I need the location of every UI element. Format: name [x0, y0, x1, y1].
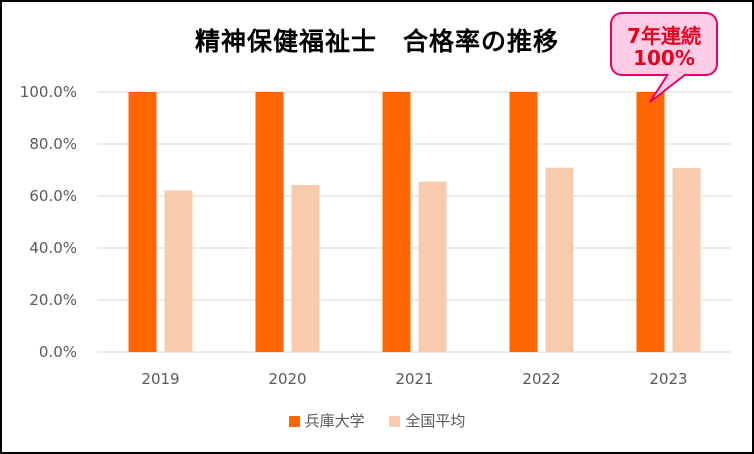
bar-national [545, 167, 574, 352]
x-tick-label: 2021 [395, 370, 433, 388]
y-tick-label: 80.0% [29, 135, 77, 153]
bar-hyogo [636, 92, 665, 352]
legend-label-national: 全国平均 [405, 412, 466, 430]
y-tick-label: 60.0% [29, 187, 77, 205]
callout-line-1: 7年連続 [627, 24, 701, 48]
x-tick-label: 2022 [522, 370, 560, 388]
bar-national [672, 167, 701, 352]
chart-title: 精神保健福祉士 合格率の推移 [194, 27, 559, 56]
legend: 兵庫大学 全国平均 [0, 410, 754, 431]
bar-hyogo [255, 92, 284, 352]
callout-line-2: 100% [633, 46, 695, 70]
x-tick-label: 2020 [268, 370, 306, 388]
y-tick-label: 20.0% [29, 291, 77, 309]
callout-badge: 7年連続 100% [610, 12, 718, 103]
y-tick-label: 0.0% [39, 343, 77, 361]
y-tick-label: 100.0% [20, 83, 77, 101]
bar-hyogo [128, 92, 157, 352]
x-tick-label: 2023 [649, 370, 687, 388]
bar-national [164, 190, 193, 352]
legend-item-national: 全国平均 [389, 410, 465, 431]
bar-hyogo [382, 92, 411, 352]
legend-swatch-hyogo [288, 416, 300, 427]
bar-hyogo [509, 92, 538, 352]
y-tick-label: 40.0% [29, 239, 77, 257]
callout-pointer [649, 68, 687, 103]
legend-swatch-national [389, 416, 401, 427]
bar-national [291, 185, 320, 352]
x-tick-label: 2019 [141, 370, 179, 388]
bar-national [418, 181, 447, 352]
legend-item-hyogo: 兵庫大学 [288, 410, 365, 431]
legend-label-hyogo: 兵庫大学 [304, 412, 365, 430]
